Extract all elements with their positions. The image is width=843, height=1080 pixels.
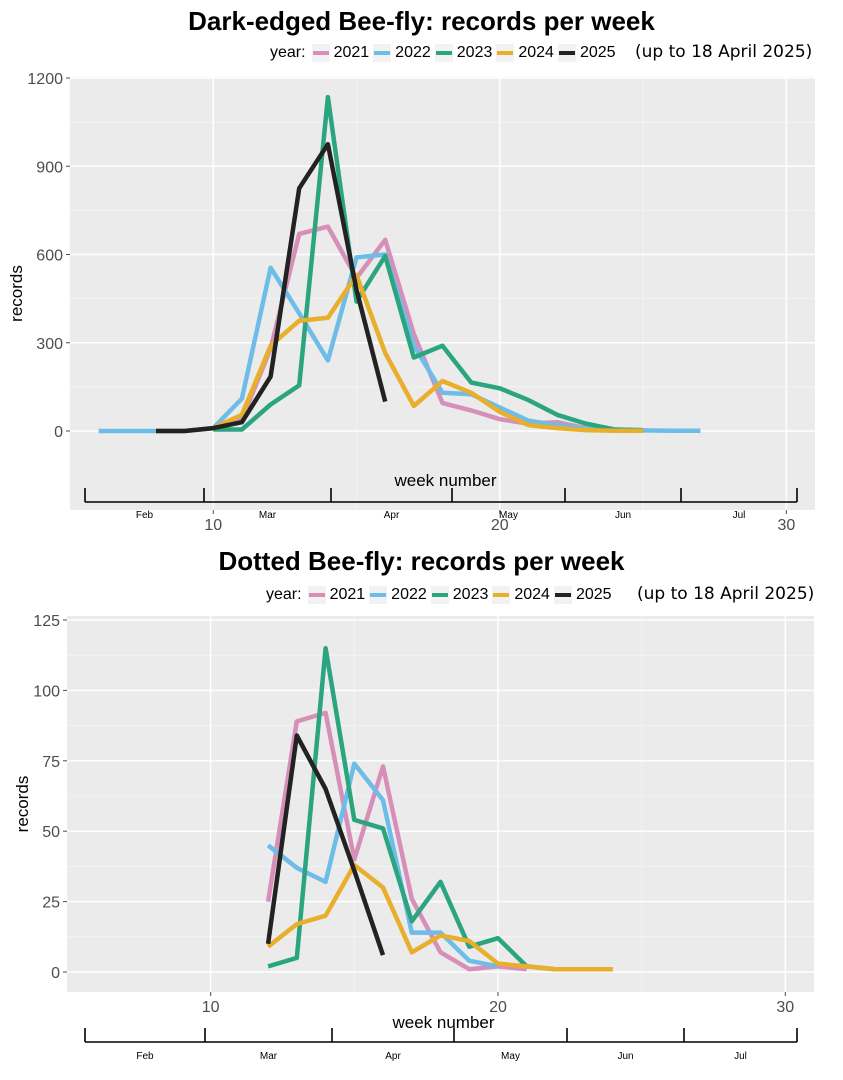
legend-item-2023: 2023 [434,44,493,62]
legend-text: 2023 [456,44,493,61]
chart1-plot: 0 300 600 900 1200 10 20 30 week number records Fe… [7,71,815,534]
x-axis-title: week number [393,471,496,490]
legend-item-2021: 2021 [307,586,366,604]
month-label: Jun [617,1051,633,1062]
x-tick-label: 20 [491,517,509,534]
legend-item-2025: 2025 [557,44,616,62]
legend-key [553,586,572,604]
y-tick-label: 900 [36,159,63,176]
legend-item-2022: 2022 [373,44,431,62]
legend-text: 2024 [518,44,554,61]
legend-item-2024: 2024 [492,586,550,604]
x-tick-label: 10 [202,999,220,1016]
month-label: Mar [259,510,277,521]
legend-text: 2024 [514,586,550,603]
legend-item-2023: 2023 [430,586,489,604]
legend-item-2025: 2025 [553,586,612,604]
legend-label: year: [266,586,302,603]
y-tick-label: 125 [33,613,60,630]
chart2-plot: 0 25 50 75 100 125 10 20 30 week number records Feb… [13,613,814,1062]
legend-item-2021: 2021 [311,44,370,62]
legend-key [492,586,511,604]
series-line-2025 [156,141,388,434]
legend-key [434,44,453,62]
plot-panel [70,77,815,510]
plot-panel [67,616,814,992]
month-label: Apr [384,510,400,521]
x-tick-label: 20 [489,999,507,1016]
month-label: Feb [136,510,154,521]
series-line-2025 [265,733,386,956]
legend-text: 2022 [395,44,431,61]
legend-label: year: [270,44,306,61]
series-line-2021 [156,224,644,434]
y-tick-label: 50 [42,824,60,841]
series-line-2023 [267,645,556,972]
y-axis-title: records [7,265,26,322]
legend-key [430,586,449,604]
y-axis-title: records [13,776,32,833]
legend-key [307,586,326,604]
month-label: Jul [733,510,746,521]
legend-key [373,44,392,62]
month-label: Feb [136,1051,154,1062]
legend-text: 2023 [452,586,489,603]
chart2-legend: year: 2021 2022 2023 2024 2025 [266,586,616,604]
y-tick-label: 1200 [27,71,63,88]
month-label: Jul [734,1051,747,1062]
month-label: Mar [260,1051,278,1062]
series-line-2024 [266,862,613,972]
chart2-title: Dotted Bee-fly: records per week [218,546,625,576]
legend-key [311,44,330,62]
month-label: Apr [385,1051,401,1062]
y-tick-label: 300 [36,336,63,353]
legend-item-2024: 2024 [496,44,554,62]
legend-text: 2021 [329,586,366,603]
x-tick-label: 30 [776,999,794,1016]
x-tick-label: 10 [204,517,222,534]
chart1-title: Dark-edged Bee-fly: records per week [188,6,655,36]
x-tick-label: 30 [777,517,795,534]
series-line-2024 [156,272,644,434]
legend-item-2022: 2022 [369,586,427,604]
legend-text: 2022 [391,586,427,603]
chart1-date-note: (up to 18 April 2025) [635,42,813,62]
x-axis-title: week number [391,1013,494,1032]
legend-key [496,44,515,62]
legend-key [369,586,388,604]
legend-text: 2025 [579,44,616,61]
y-tick-label: 100 [33,683,60,700]
legend-text: 2021 [333,44,370,61]
y-tick-label: 25 [42,895,60,912]
month-label: May [501,1051,520,1062]
series-line-2021 [265,710,527,972]
legend-key [557,44,576,62]
y-tick-label: 75 [42,754,60,771]
y-tick-label: 600 [36,248,63,265]
month-label: Jun [615,510,631,521]
y-tick-label: 0 [51,965,60,982]
chart1-legend: year: 2021 2022 2023 2024 2025 [270,44,620,62]
chart2-date-note: (up to 18 April 2025) [637,584,815,604]
y-tick-label: 0 [54,424,63,441]
series-line-2023 [213,94,644,433]
month-label: May [499,510,518,521]
legend-text: 2025 [575,586,612,603]
